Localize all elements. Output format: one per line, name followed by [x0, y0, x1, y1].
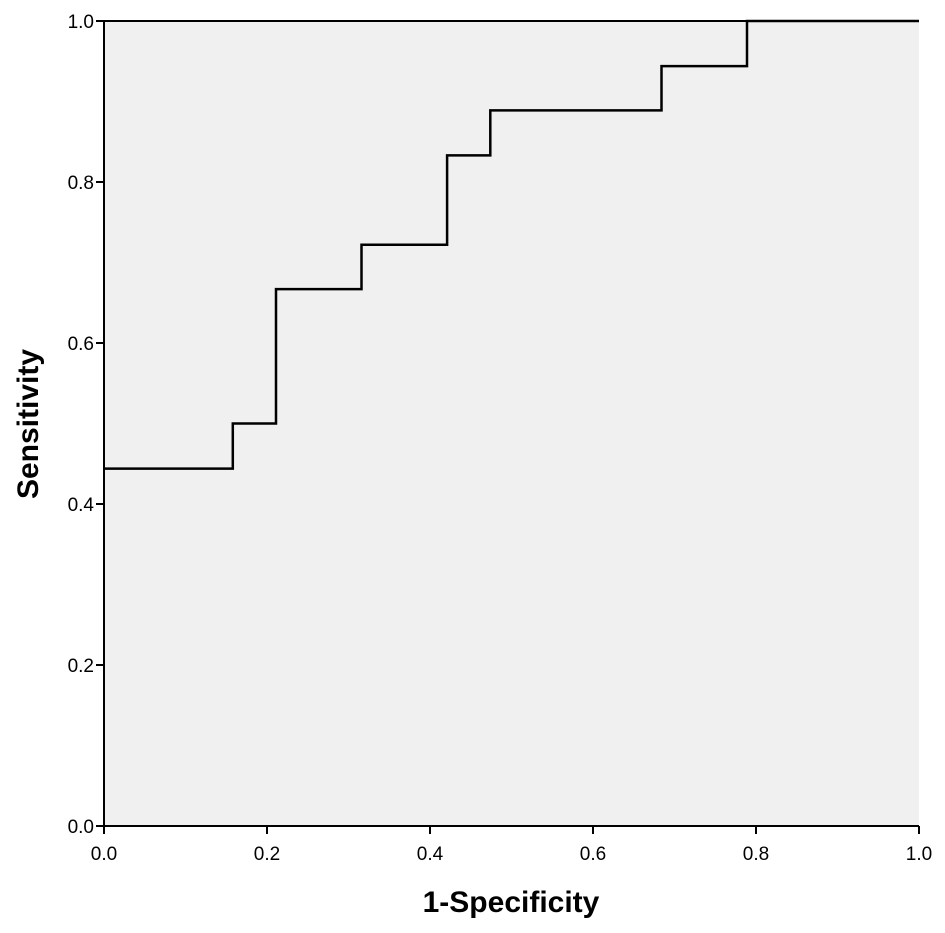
x-tick-label: 0.8 [743, 844, 769, 865]
x-tick-label: 1.0 [906, 844, 932, 865]
x-axis-title: 1-Specificity [423, 886, 600, 919]
y-tick-label: 0.2 [68, 656, 94, 677]
y-tick-label: 0.6 [68, 334, 94, 355]
y-tick-label: 0.8 [68, 173, 94, 194]
x-ticks: 0.0 0.2 0.4 0.6 0.8 1.0 [91, 826, 932, 865]
series-layer [104, 19, 919, 470]
y-tick-label: 0.4 [68, 495, 95, 516]
roc-curve-line [104, 19, 919, 470]
x-tick-label: 0.2 [254, 844, 280, 865]
y-tick-label: 1.0 [68, 12, 94, 33]
plot-background [104, 21, 919, 826]
y-tick-label: 0.0 [68, 817, 94, 838]
y-axis-title: Sensitivity [12, 349, 45, 499]
x-tick-label: 0.6 [580, 844, 606, 865]
x-tick-label: 0.4 [417, 844, 444, 865]
x-tick-label: 0.0 [91, 844, 117, 865]
y-ticks: 0.0 0.2 0.4 0.6 0.8 1.0 [68, 12, 104, 838]
